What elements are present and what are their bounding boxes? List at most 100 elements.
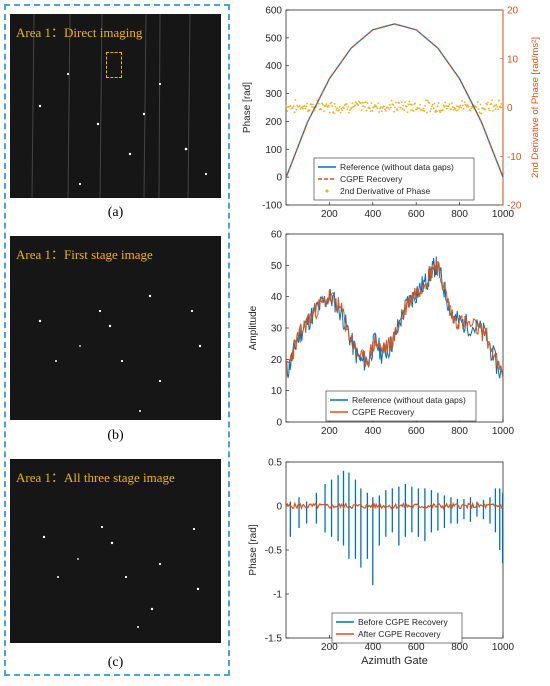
y-tick-label: 0.5 <box>268 458 282 469</box>
derivative-point <box>295 108 298 111</box>
derivative-point <box>307 110 309 113</box>
legend-label: Before CGPE Recovery <box>358 617 449 627</box>
derivative-point <box>298 104 301 107</box>
derivative-point <box>448 103 451 106</box>
derivative-point <box>375 105 378 108</box>
derivative-point <box>343 107 345 110</box>
derivative-point <box>425 99 427 102</box>
x-tick-label: 800 <box>451 642 468 653</box>
derivative-point <box>450 108 453 111</box>
derivative-point <box>497 108 499 111</box>
derivative-point <box>297 105 300 108</box>
y-tick-label: 20 <box>271 355 283 366</box>
derivative-point <box>398 101 401 104</box>
legend-label: CGPE Recovery <box>340 174 403 184</box>
derivative-point <box>377 102 380 105</box>
derivative-point <box>373 105 376 108</box>
x-tick-label: 600 <box>408 426 425 437</box>
derivative-point <box>452 108 455 111</box>
legend-label: After CGPE Recovery <box>358 629 441 639</box>
derivative-point <box>301 106 304 108</box>
derivative-point <box>499 105 502 108</box>
derivative-point <box>467 105 470 108</box>
plot-area <box>285 233 504 423</box>
derivative-point <box>360 109 363 111</box>
derivative-point <box>320 108 323 111</box>
derivative-point <box>409 103 411 106</box>
derivative-point <box>376 107 379 110</box>
y2-tick-label: -20 <box>507 201 522 212</box>
derivative-point <box>492 109 494 112</box>
derivative-point <box>308 109 311 112</box>
derivative-point <box>363 106 366 108</box>
derivative-point <box>488 109 491 112</box>
legend-box <box>313 157 475 201</box>
derivative-point <box>487 101 489 104</box>
derivative-point <box>501 106 504 109</box>
x-tick-label: 800 <box>451 209 468 220</box>
derivative-point <box>384 109 387 112</box>
derivative-point <box>339 111 342 114</box>
derivative-point <box>421 109 424 112</box>
derivative-point <box>444 101 447 104</box>
after-cgpe-line <box>285 501 504 511</box>
caption-a: (a) <box>107 205 124 220</box>
y-axis-label: Amplitude <box>248 305 259 350</box>
derivative-point <box>296 104 298 107</box>
derivative-point <box>383 105 386 108</box>
sar-image-a: Area 1：Direct imaging <box>10 14 221 198</box>
x-axis-label: Azimuth Gate <box>361 655 428 667</box>
derivative-point <box>340 107 343 110</box>
derivative-point <box>496 105 499 108</box>
y2-tick-label: 0 <box>507 103 513 114</box>
derivative-point <box>425 111 428 114</box>
derivative-point <box>338 106 341 108</box>
derivative-point <box>331 105 334 107</box>
derivative-point <box>350 106 353 109</box>
derivative-point <box>463 101 466 104</box>
cgpe-phase-line <box>285 23 504 178</box>
derivative-point <box>412 109 415 112</box>
derivative-point <box>388 108 391 111</box>
x-tick-label: 800 <box>451 426 468 437</box>
derivative-point <box>436 105 439 108</box>
derivative-point <box>469 109 472 112</box>
derivative-point <box>426 99 429 102</box>
derivative-point <box>487 107 490 110</box>
derivative-point <box>484 108 487 111</box>
derivative-point <box>435 110 438 113</box>
derivative-point <box>437 102 440 104</box>
derivative-point <box>461 100 463 102</box>
derivative-point <box>439 111 442 114</box>
derivative-point <box>462 107 465 110</box>
x-tick-label: 1000 <box>492 426 515 437</box>
y-tick-label: -100 <box>262 201 282 212</box>
derivative-point <box>461 104 464 107</box>
derivative-point <box>465 104 468 107</box>
derivative-point <box>443 105 446 108</box>
derivative-point <box>392 104 395 106</box>
derivative-point <box>502 101 504 104</box>
y-tick-label: 300 <box>265 89 282 100</box>
derivative-point <box>494 108 497 111</box>
y-tick-label: 100 <box>265 145 282 156</box>
y-tick-label: 400 <box>265 61 282 72</box>
derivative-point <box>404 101 406 104</box>
derivative-point <box>333 102 336 105</box>
derivative-point <box>317 102 320 105</box>
derivative-point <box>475 106 478 108</box>
derivative-point <box>470 107 473 110</box>
derivative-point <box>302 107 304 110</box>
derivative-point <box>476 101 479 103</box>
y2-tick-label: 20 <box>507 6 519 17</box>
derivative-point <box>423 110 426 112</box>
roi-box <box>106 52 122 78</box>
derivative-point <box>432 107 435 110</box>
derivative-point <box>304 107 307 110</box>
y-tick-label: -0.5 <box>265 546 283 557</box>
derivative-point <box>438 109 441 112</box>
derivative-point <box>312 103 314 106</box>
derivative-point <box>429 110 432 113</box>
derivative-point <box>359 102 362 105</box>
derivative-point <box>403 109 406 111</box>
